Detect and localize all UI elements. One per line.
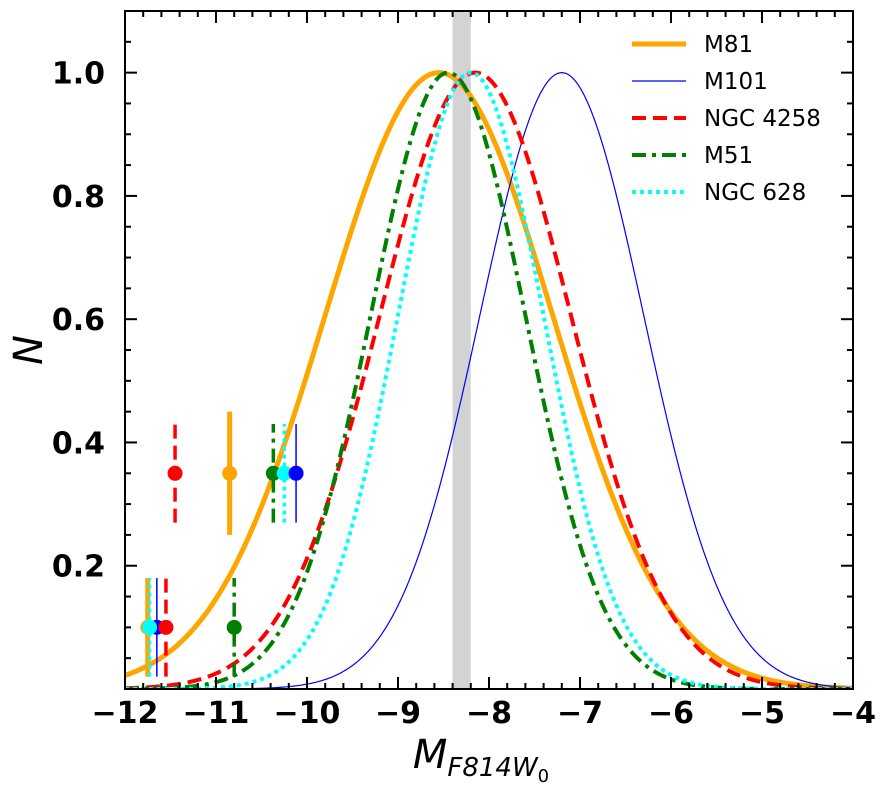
marker-point-7: [158, 619, 174, 635]
x-tick-label: −8: [466, 696, 512, 731]
x-tick-label: −7: [557, 696, 603, 731]
y-tick-label: 0.4: [52, 426, 105, 461]
curve-ngc-628: [125, 70, 853, 689]
x-tick-label: −9: [375, 696, 421, 731]
marker-point-9: [226, 619, 242, 635]
x-tick-label: −10: [274, 696, 341, 731]
legend-label-m81: M81: [704, 32, 753, 58]
marker-point-8: [142, 619, 158, 635]
curve-ngc-4258: [125, 70, 853, 689]
y-tick-label: 0.8: [52, 180, 105, 215]
marker-point-1: [222, 465, 238, 481]
axes: −12 −11 −10 −9 −8 −7 −6 −5 −4 0.2 0.4 0.6 0.8 1.0: [52, 10, 876, 731]
x-tick-label: −11: [183, 696, 250, 731]
x-tick-label: −6: [648, 696, 694, 731]
x-tick-label: −4: [830, 696, 876, 731]
y-axis-label: N: [6, 335, 52, 365]
legend-label-m101: M101: [704, 69, 768, 95]
marker-point-2: [265, 465, 281, 481]
legend: M81 M101 NGC 4258 M51 NGC 628: [632, 32, 821, 206]
y-tick-label: 1.0: [52, 57, 105, 92]
marker-point-0: [167, 465, 183, 481]
shaded-band: [452, 11, 471, 689]
legend-label-ngc-628: NGC 628: [704, 180, 806, 206]
legend-label-ngc-4258: NGC 4258: [704, 106, 821, 132]
curve-m81: [125, 70, 853, 689]
y-tick-label: 0.6: [52, 303, 105, 338]
x-axis-label: MF814W0: [413, 732, 549, 787]
x-tick-label: −5: [739, 696, 785, 731]
x-tick-label: −12: [92, 696, 159, 731]
y-tick-label: 0.2: [52, 550, 105, 585]
marker-point-4: [288, 465, 304, 481]
legend-label-m51: M51: [704, 143, 753, 169]
marker-point-3: [276, 465, 292, 481]
axis-labels: MF814W0 N: [6, 335, 549, 787]
